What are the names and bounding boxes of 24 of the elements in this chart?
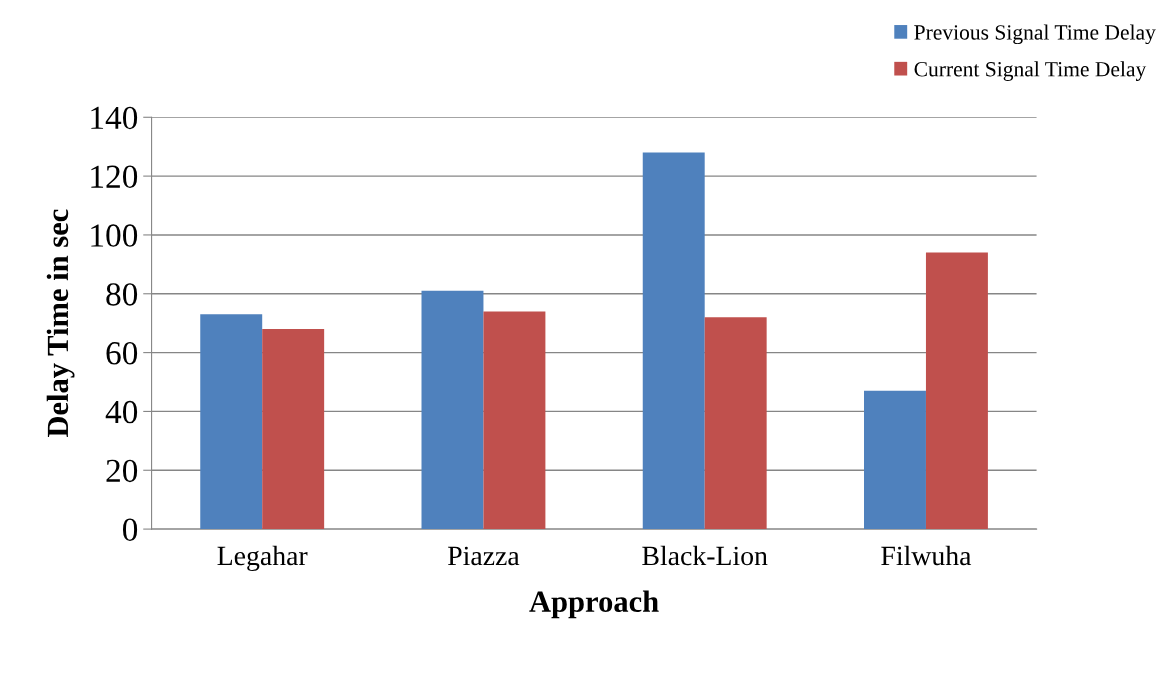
y-tick-label: 120 [91,165,138,188]
x-tick-label: Legahar [217,545,308,572]
y-tick-label: 80 [106,283,138,306]
bar [262,329,325,530]
legend-label: Previous Signal Time Delay [914,24,1156,45]
bar [483,311,546,530]
bar [864,390,926,530]
y-tick-label: 100 [91,224,138,247]
bar [642,152,705,530]
bar [704,317,767,530]
y-axis-title: Delay Time in sec [46,209,75,438]
y-tick-label: 140 [91,106,138,130]
x-tick-label: Filwuha [881,545,972,566]
bar [200,314,263,530]
bar [925,252,988,530]
y-tick-label: 0 [122,518,138,541]
y-tick-label: 40 [105,400,138,424]
y-tick-label: 60 [106,342,138,365]
x-tick-label: Black-Lion [642,545,768,566]
legend-label: Current Signal Time Delay [914,61,1147,81]
x-tick-label: Piazza [448,546,520,566]
x-axis-title: Approach [529,590,659,619]
bar [421,290,484,530]
y-tick-label: 20 [106,459,138,483]
